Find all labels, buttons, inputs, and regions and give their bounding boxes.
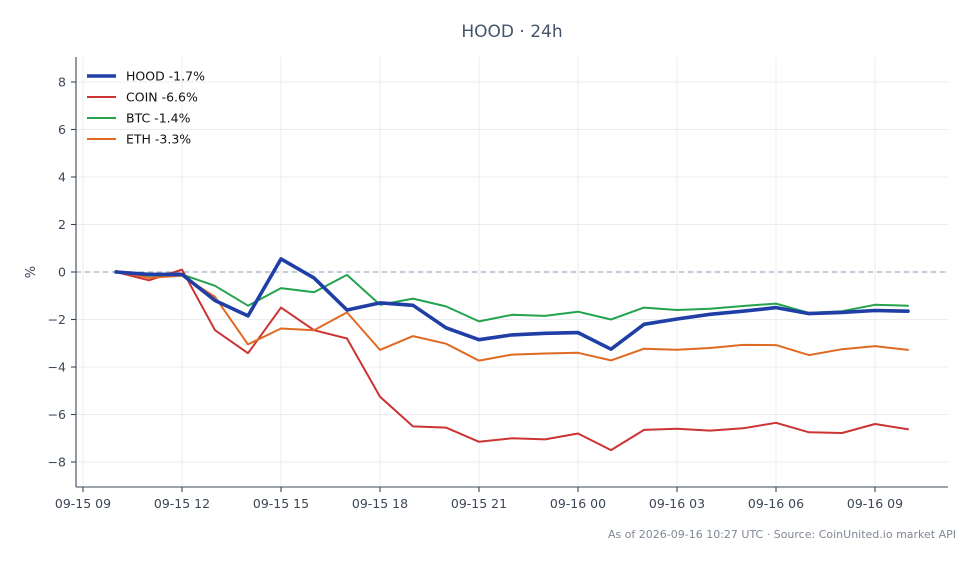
x-tick-label: 09-16 00 [550, 496, 606, 511]
axes [71, 57, 948, 492]
legend: HOOD -1.7% COIN -6.6% BTC -1.4% ETH -3.3% [87, 69, 205, 147]
x-tick-label: 09-15 09 [55, 496, 111, 511]
chart-title: HOOD · 24h [461, 22, 562, 42]
legend-entry: HOOD -1.7% [126, 69, 205, 84]
y-tick-label: 8 [58, 75, 66, 90]
series-line-hood [114, 257, 910, 351]
x-tick-label: 09-15 15 [253, 496, 309, 511]
y-tick-label: −4 [48, 360, 66, 375]
source-footer: As of 2026-09-16 10:27 UTC · Source: Coi… [608, 528, 956, 541]
y-tick-label: 4 [58, 170, 66, 185]
y-tick-label: 6 [58, 122, 66, 137]
series-line-btc [115, 270, 909, 323]
legend-entry: COIN -6.6% [126, 90, 198, 105]
x-tick-label: 09-15 18 [352, 496, 408, 511]
y-tick-label: 0 [58, 265, 66, 280]
y-axis-label: % [24, 266, 39, 278]
x-tick-label: 09-15 12 [154, 496, 210, 511]
x-tick-label: 09-16 09 [847, 496, 903, 511]
x-tick-label: 09-16 06 [748, 496, 804, 511]
series-line-eth [115, 269, 909, 362]
series-line-coin [115, 268, 909, 452]
y-tick-label: 2 [58, 217, 66, 232]
x-tick-label: 09-16 03 [649, 496, 705, 511]
tick-labels: 8 6 4 2 0 −2 −4 −6 −8 09-15 09 09-15 12 09-15 15 09-… [48, 75, 904, 512]
legend-entry: BTC -1.4% [126, 111, 191, 126]
y-tick-label: −2 [48, 312, 66, 327]
series-lines [114, 257, 910, 452]
x-tick-label: 09-15 21 [451, 496, 507, 511]
legend-entry: ETH -3.3% [126, 132, 191, 147]
y-tick-label: −6 [48, 407, 66, 422]
y-tick-label: −8 [48, 455, 66, 470]
